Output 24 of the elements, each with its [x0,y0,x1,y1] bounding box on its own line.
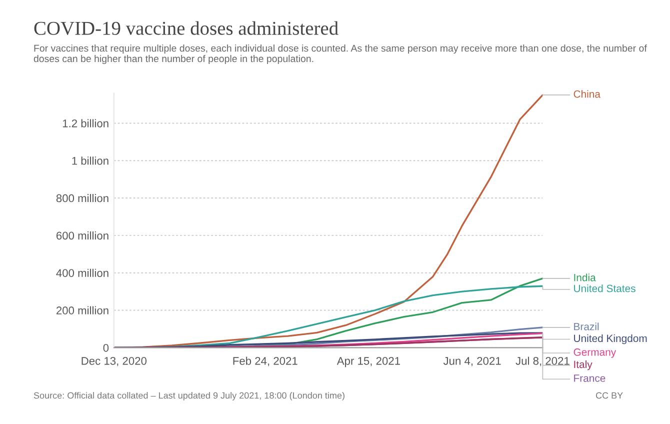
y-tick-label: 200 million [56,306,108,314]
y-tick-label: 400 million [56,268,108,277]
chart-title: COVID-19 vaccine doses administered [34,21,338,35]
text: United States [574,284,636,292]
x-tick-label: Jun 4, 2021 [443,357,501,366]
y-tick-label: 600 million [56,231,108,240]
text: France [574,374,606,382]
text: India [574,274,596,282]
y-tick-label: 800 million [56,194,108,202]
y-tick-label: 0 [103,344,109,352]
text: Italy [574,360,592,370]
x-tick-label: Apr 15, 2021 [336,357,400,368]
text: Germany [574,348,616,358]
text: China [574,90,600,98]
text: Brazil [574,322,599,330]
y-tick-label: 1 billion [72,156,108,165]
y-tick-label: 1.2 billion [62,119,108,128]
x-tick-label: Jul 8, 2021 [516,356,570,366]
x-tick-label: Feb 24, 2021 [233,356,298,366]
x-tick-label: Dec 13, 2020 [82,357,147,366]
chart-subtitle: For vaccines that require multiple doses, each individual dose is counted. As the same person may receive more than one dose, the number of doses can be higher than the number of people in the population. [34,44,647,64]
text: United Kingdom [574,334,647,344]
source-note: Source: Official data collated – Last updated 9 July 2021, 18:00 (London time) [34,392,344,400]
text: CC BY [596,392,623,399]
